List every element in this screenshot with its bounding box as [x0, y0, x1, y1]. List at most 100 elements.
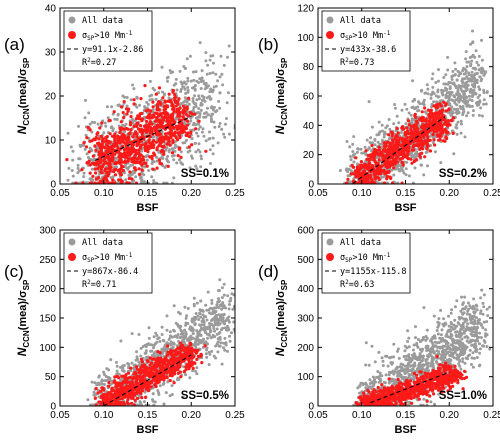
point-all-data [131, 83, 135, 87]
point-sigma-sp-gt-10 [436, 102, 440, 107]
point-sigma-sp-gt-10 [139, 124, 143, 128]
point-sigma-sp-gt-10 [383, 160, 387, 164]
legend-fit-equation: y=433x-38.6 [340, 45, 396, 55]
point-all-data [462, 72, 466, 76]
point-all-data [200, 157, 203, 161]
point-sigma-sp-gt-10 [185, 105, 189, 109]
point-all-data [216, 300, 220, 304]
point-sigma-sp-gt-10 [425, 142, 429, 146]
point-sigma-sp-gt-10 [171, 117, 175, 121]
point-sigma-sp-gt-10 [158, 122, 163, 126]
point-all-data [213, 168, 217, 171]
point-sigma-sp-gt-10 [177, 133, 181, 137]
point-sigma-sp-gt-10 [140, 117, 144, 121]
point-sigma-sp-gt-10 [430, 114, 434, 118]
point-all-data [205, 348, 208, 352]
point-all-data [100, 378, 104, 382]
point-sigma-sp-gt-10 [410, 148, 414, 152]
x-tick-label: 0.10 [94, 188, 114, 199]
point-all-data [183, 328, 187, 332]
point-sigma-sp-gt-10 [406, 157, 410, 161]
point-all-data [465, 75, 469, 79]
point-all-data [82, 171, 86, 175]
point-all-data [473, 55, 477, 59]
point-sigma-sp-gt-10 [361, 181, 365, 184]
point-all-data [155, 155, 159, 159]
point-sigma-sp-gt-10 [111, 178, 115, 182]
point-all-data [444, 82, 447, 86]
point-all-data [217, 297, 220, 301]
point-sigma-sp-gt-10 [110, 134, 115, 138]
point-all-data [396, 181, 400, 184]
point-all-data [225, 101, 229, 105]
point-all-data [188, 376, 192, 380]
point-sigma-sp-gt-10 [443, 139, 447, 143]
point-all-data [395, 114, 399, 118]
point-all-data [223, 336, 227, 340]
point-sigma-sp-gt-10 [365, 157, 369, 161]
point-all-data [205, 308, 209, 312]
point-sigma-sp-gt-10 [365, 181, 369, 184]
point-all-data [181, 395, 185, 399]
point-all-data [166, 380, 170, 384]
points [65, 41, 235, 184]
point-all-data [215, 332, 219, 336]
point-all-data [187, 102, 191, 106]
point-all-data [199, 154, 203, 158]
point-sigma-sp-gt-10 [170, 151, 175, 155]
point-sigma-sp-gt-10 [112, 110, 116, 114]
point-all-data [461, 69, 465, 73]
point-sigma-sp-gt-10 [358, 181, 362, 184]
point-all-data [201, 309, 205, 313]
point-sigma-sp-gt-10 [94, 177, 98, 181]
point-all-data [397, 169, 401, 172]
point-all-data [345, 167, 349, 171]
x-axis-label: BSF [395, 202, 417, 214]
point-all-data [471, 41, 475, 45]
point-all-data [209, 54, 213, 58]
legend-all-data: All data [82, 16, 123, 26]
point-sigma-sp-gt-10 [410, 161, 414, 165]
point-all-data [213, 335, 217, 339]
point-sigma-sp-gt-10 [169, 127, 173, 131]
point-all-data [426, 87, 430, 91]
point-all-data [228, 334, 231, 338]
point-sigma-sp-gt-10 [107, 166, 111, 170]
point-all-data [455, 93, 459, 97]
point-all-data [150, 93, 153, 97]
point-sigma-sp-gt-10 [129, 114, 133, 119]
point-sigma-sp-gt-10 [185, 133, 189, 138]
point-all-data [373, 143, 377, 147]
point-all-data [477, 54, 481, 58]
point-all-data [194, 150, 198, 154]
point-all-data [207, 350, 211, 354]
point-sigma-sp-gt-10 [444, 130, 448, 134]
y-tick-label: 40 [45, 4, 57, 15]
point-sigma-sp-gt-10 [147, 113, 151, 117]
y-tick-label: 20 [45, 92, 57, 103]
point-sigma-sp-gt-10 [442, 122, 447, 126]
point-all-data [464, 99, 468, 103]
point-sigma-sp-gt-10 [135, 135, 139, 139]
supersaturation-label: SS=0.2% [439, 168, 487, 180]
point-sigma-sp-gt-10 [112, 168, 116, 172]
point-sigma-sp-gt-10 [357, 167, 362, 171]
point-all-data [207, 363, 211, 367]
point-sigma-sp-gt-10 [355, 181, 360, 184]
point-sigma-sp-gt-10 [391, 147, 395, 152]
legend-box [63, 10, 153, 72]
point-all-data [208, 148, 212, 152]
point-sigma-sp-gt-10 [74, 181, 78, 184]
point-all-data [90, 380, 94, 384]
point-all-data [160, 325, 164, 329]
point-all-data [411, 181, 415, 184]
supersaturation-label: SS=0.1% [181, 168, 229, 180]
point-sigma-sp-gt-10 [155, 119, 159, 123]
point-sigma-sp-gt-10 [88, 128, 92, 132]
point-all-data [156, 389, 160, 393]
point-all-data [144, 155, 148, 159]
point-sigma-sp-gt-10 [140, 143, 144, 147]
point-all-data [184, 316, 188, 320]
point-sigma-sp-gt-10 [376, 169, 380, 173]
point-sigma-sp-gt-10 [129, 121, 133, 125]
